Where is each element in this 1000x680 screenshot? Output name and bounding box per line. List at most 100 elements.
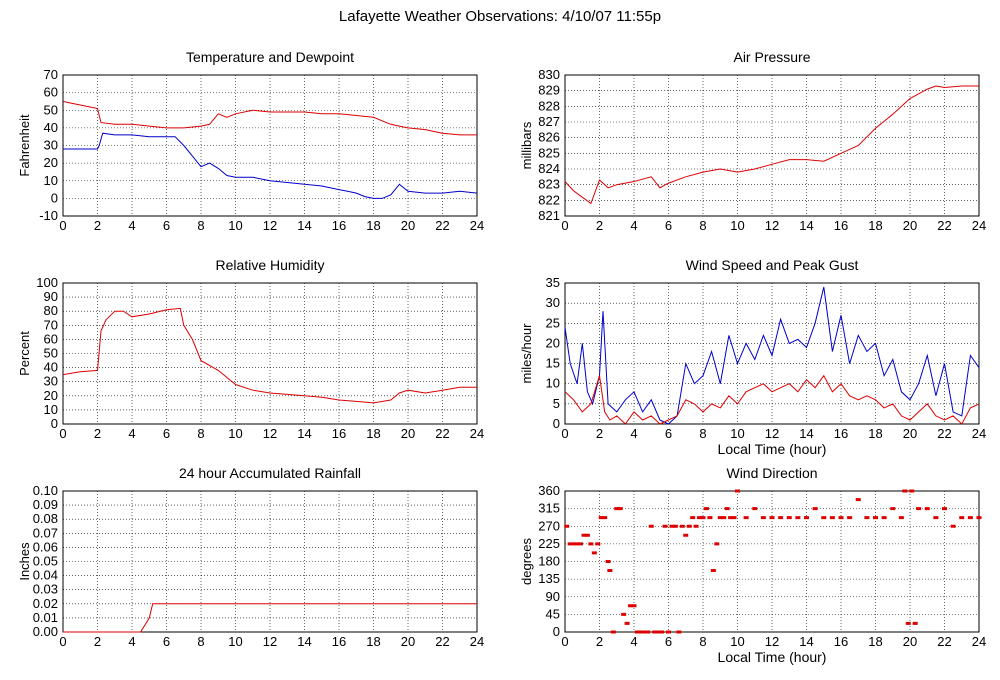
data-point: [666, 630, 671, 634]
data-point: [693, 524, 699, 528]
chart-panel-1: 0 2 4 6 8 10 12 14 16 18 20 22 24-10010203040506070T…: [17, 49, 484, 233]
x-tick-label: 14: [799, 218, 813, 233]
x-tick-label: 6: [163, 218, 170, 233]
data-point: [855, 498, 861, 502]
x-tick-label: 14: [799, 426, 813, 441]
data-point: [714, 542, 720, 546]
data-point: [700, 516, 706, 520]
data-point: [786, 516, 792, 520]
data-point: [950, 524, 956, 528]
data-point: [912, 621, 918, 625]
chart-panel-2: 0 2 4 6 8 10 12 14 16 18 20 22 248218228238248258268…: [519, 49, 986, 233]
x-tick-label: 18: [868, 218, 882, 233]
y-tick-label: 315: [538, 501, 560, 516]
x-tick-label: 20: [401, 218, 415, 233]
y-tick-label: 225: [538, 536, 560, 551]
y-axis-label: degrees: [519, 538, 534, 585]
data-point: [598, 516, 604, 520]
data-point: [873, 516, 878, 520]
series-line-2: [564, 374, 980, 425]
x-tick-label: 0: [59, 426, 66, 441]
x-tick-label: 18: [366, 218, 380, 233]
y-tick-label: 0.09: [33, 497, 58, 512]
x-tick-label: 4: [630, 218, 637, 233]
x-tick-label: 20: [903, 218, 917, 233]
x-tick-label: 0: [561, 218, 568, 233]
y-tick-label: 90: [546, 589, 560, 604]
data-point: [812, 507, 818, 511]
x-tick-label: 8: [699, 634, 706, 649]
data-point: [655, 630, 661, 634]
data-point: [605, 560, 611, 563]
data-point: [571, 542, 577, 546]
x-tick-label: 22: [435, 634, 449, 649]
y-tick-label: 0.08: [33, 511, 58, 526]
x-tick-label: 12: [263, 218, 277, 233]
data-point: [662, 524, 668, 528]
y-tick-label: 5: [553, 396, 560, 411]
x-tick-label: 2: [94, 634, 101, 649]
data-point: [804, 516, 809, 520]
series-line-1: [62, 100, 477, 136]
y-tick-label: 0.01: [33, 610, 58, 625]
data-point: [898, 516, 904, 520]
data-point: [769, 516, 775, 520]
data-point: [967, 516, 973, 520]
data-point: [595, 542, 601, 546]
y-tick-label: 10: [44, 173, 58, 188]
x-tick-label: 4: [630, 634, 637, 649]
y-tick-label: 825: [538, 145, 560, 160]
x-tick-label: 20: [401, 634, 415, 649]
y-tick-label: 15: [546, 356, 560, 371]
data-point: [645, 630, 651, 634]
y-tick-label: 30: [44, 138, 58, 153]
data-point: [909, 489, 915, 493]
data-point: [683, 533, 689, 537]
y-tick-label: 70: [44, 67, 58, 82]
x-tick-label: 12: [765, 634, 779, 649]
y-axis-label: Percent: [17, 331, 32, 376]
y-tick-label: 270: [538, 518, 560, 533]
x-tick-label: 18: [366, 634, 380, 649]
x-tick-label: 24: [470, 426, 484, 441]
y-tick-label: 0.07: [33, 525, 58, 540]
y-tick-label: 0: [553, 624, 560, 639]
y-tick-label: 830: [538, 67, 560, 82]
data-point: [591, 551, 597, 555]
chart-title: Air Pressure: [733, 49, 810, 65]
y-tick-label: 824: [538, 161, 560, 176]
x-tick-label: 6: [665, 634, 672, 649]
data-point: [721, 516, 727, 520]
data-point: [890, 507, 896, 511]
y-axis-label: miles/hour: [519, 323, 534, 384]
y-tick-label: 40: [44, 360, 58, 375]
y-tick-label: 25: [546, 315, 560, 330]
data-point: [728, 516, 734, 520]
x-tick-label: 24: [972, 426, 986, 441]
data-point: [864, 516, 870, 520]
data-point: [676, 630, 682, 634]
data-point: [567, 542, 573, 546]
y-tick-label: 826: [538, 130, 560, 145]
y-tick-label: 828: [538, 98, 560, 113]
x-tick-label: 16: [834, 218, 848, 233]
data-point: [634, 630, 640, 634]
y-tick-label: 0.02: [33, 596, 58, 611]
chart-panel-4: 0 2 4 6 8 10 12 14 16 18 20 22 2405101520253035Wind …: [519, 257, 986, 457]
data-point: [641, 630, 647, 634]
x-tick-label: 22: [435, 426, 449, 441]
x-tick-label: 18: [366, 426, 380, 441]
data-point: [628, 604, 634, 608]
data-point: [778, 516, 784, 520]
y-tick-label: 0.06: [33, 539, 58, 554]
data-point: [838, 516, 844, 520]
chart-panel-6: 0 2 4 6 8 10 12 14 16 18 20 22 240459013518022527031…: [519, 465, 986, 665]
data-point: [690, 516, 696, 520]
data-point: [916, 507, 922, 511]
data-point: [584, 533, 590, 537]
data-point: [735, 489, 740, 493]
data-point: [717, 516, 723, 520]
x-tick-label: 0: [59, 634, 66, 649]
